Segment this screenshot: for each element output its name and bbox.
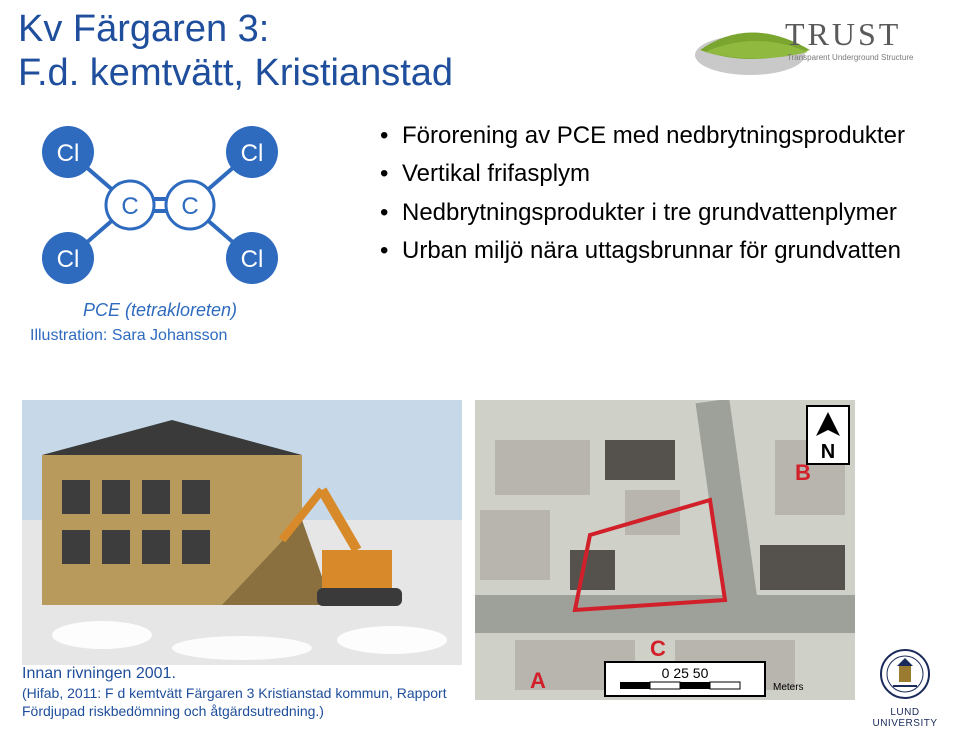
site-map: A C B N 0 25 50 Meters xyxy=(475,400,855,700)
trust-wordmark: TRUST xyxy=(785,16,901,52)
lund-university-logo: LUND UNIVERSITY xyxy=(865,648,945,729)
cl-atom-bottom-left: Cl xyxy=(42,232,94,284)
svg-text:0 25 50: 0 25 50 xyxy=(662,665,709,681)
cl-atom-top-left: Cl xyxy=(42,126,94,178)
north-arrow-icon: N xyxy=(807,406,849,464)
molecule-diagram: Cl Cl Cl Cl C C PCE (tetrakloreten) Illu… xyxy=(30,120,290,345)
bullet-item: Förorening av PCE med nedbrytningsproduk… xyxy=(380,120,920,152)
svg-text:C: C xyxy=(121,193,138,220)
lund-name-1: LUND xyxy=(865,707,945,718)
photo-caption-source: (Hifab, 2011: F d kemtvätt Färgaren 3 Kr… xyxy=(22,685,462,720)
bullet-item: Nedbrytningsprodukter i tre grundvattenp… xyxy=(380,197,920,229)
c-atom-left: C xyxy=(106,181,154,229)
svg-text:N: N xyxy=(821,441,835,463)
photo-caption-line: Innan rivningen 2001. xyxy=(22,665,176,682)
slide-title: Kv Färgaren 3: F.d. kemtvätt, Kristianst… xyxy=(18,8,453,95)
svg-text:C: C xyxy=(181,193,198,220)
molecule-credit: Illustration: Sara Johansson xyxy=(30,327,290,345)
demolition-photo xyxy=(22,400,462,665)
title-line-1: Kv Färgaren 3: xyxy=(18,8,453,52)
svg-text:Cl: Cl xyxy=(57,140,80,167)
molecule-caption: PCE (tetrakloreten) xyxy=(30,300,290,321)
svg-text:Cl: Cl xyxy=(57,246,80,273)
trust-tagline: Transparent Underground Structure xyxy=(787,53,914,62)
svg-text:Cl: Cl xyxy=(241,140,264,167)
map-label-c: C xyxy=(650,636,666,661)
photo-caption: Innan rivningen 2001. (Hifab, 2011: F d … xyxy=(22,665,462,720)
molecule-bonds xyxy=(78,160,242,250)
cl-atom-top-right: Cl xyxy=(226,126,278,178)
bullet-list: Förorening av PCE med nedbrytningsproduk… xyxy=(380,120,920,274)
title-line-2: F.d. kemtvätt, Kristianstad xyxy=(18,52,453,96)
cl-atom-bottom-right: Cl xyxy=(226,232,278,284)
bullet-item: Urban miljö nära uttagsbrunnar för grund… xyxy=(380,235,920,267)
lund-name-2: UNIVERSITY xyxy=(865,718,945,729)
svg-text:Cl: Cl xyxy=(241,246,264,273)
svg-text:Meters: Meters xyxy=(773,682,804,693)
c-atom-right: C xyxy=(166,181,214,229)
lund-seal-icon xyxy=(879,648,931,700)
bullet-item: Vertikal frifasplym xyxy=(380,158,920,190)
trust-logo: TRUST Transparent Underground Structure xyxy=(690,10,930,80)
map-label-a: A xyxy=(530,668,546,693)
